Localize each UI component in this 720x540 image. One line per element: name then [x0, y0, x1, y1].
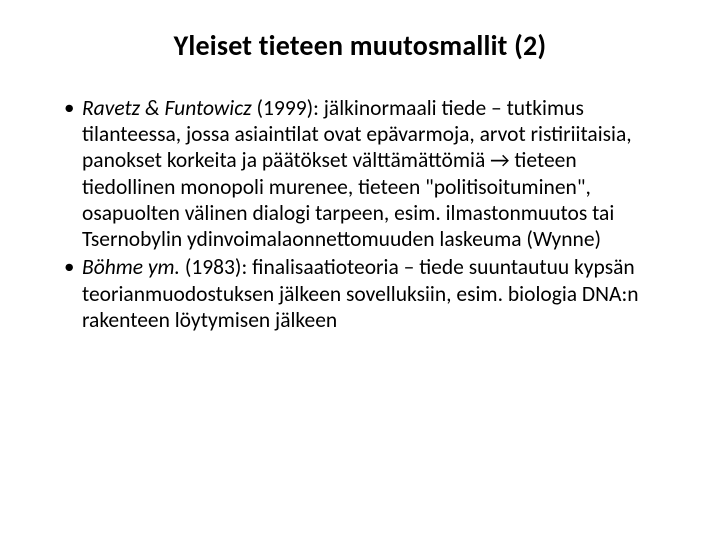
- slide: Yleiset tieteen muutosmallit (2) Ravetz …: [0, 0, 720, 540]
- citation: Böhme ym.: [82, 254, 180, 280]
- year: (1983):: [180, 254, 252, 280]
- year: (1999):: [252, 95, 324, 121]
- list-item: Böhme ym. (1983): finalisaatioteoria – t…: [64, 254, 670, 333]
- citation: Ravetz & Funtowicz: [82, 95, 252, 121]
- list-item: Ravetz & Funtowicz (1999): jälkinormaali…: [64, 95, 670, 252]
- bullet-list: Ravetz & Funtowicz (1999): jälkinormaali…: [50, 95, 670, 333]
- slide-title: Yleiset tieteen muutosmallit (2): [50, 28, 670, 63]
